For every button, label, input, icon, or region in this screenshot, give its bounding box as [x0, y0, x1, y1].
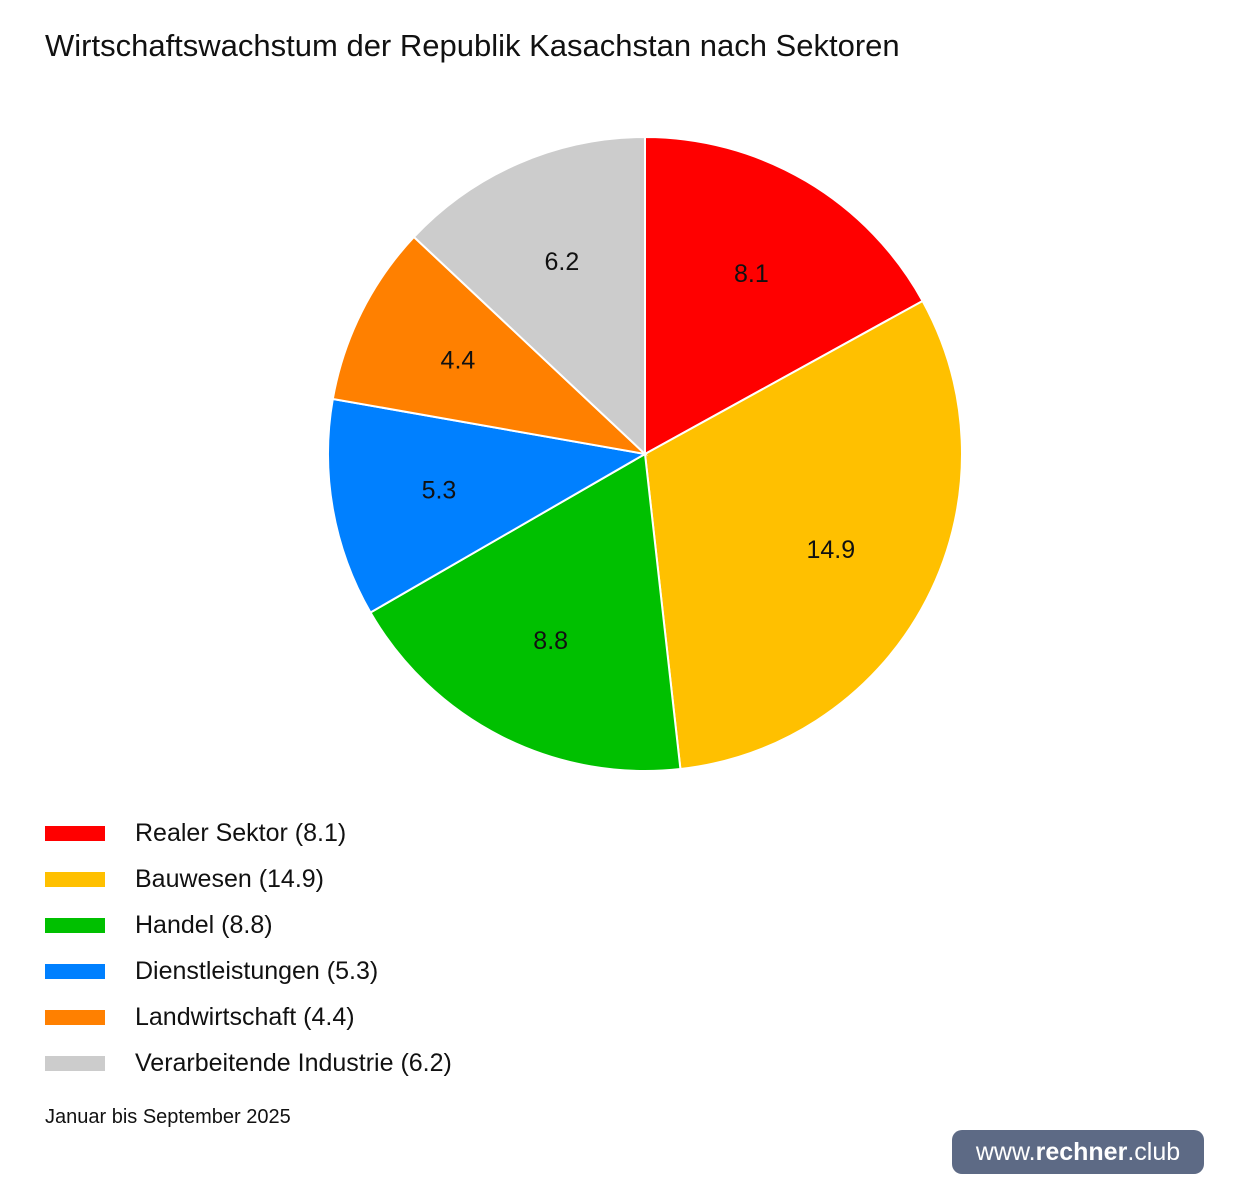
legend-item: Bauwesen (14.9): [45, 856, 452, 902]
brand-prefix: www.: [975, 1137, 1036, 1166]
data-label-5: 4.4: [441, 346, 476, 374]
pie-chart: 8.1 14.9 8.8 5.3 4.4 6.2: [327, 135, 963, 772]
legend-swatch: [45, 917, 105, 933]
legend-item: Dienstleistungen (5.3): [45, 948, 452, 994]
pie-slice-3: [369, 452, 682, 772]
period-note: Januar bis September 2025: [45, 1106, 291, 1128]
brand-watermark: www. rechner .club: [952, 1130, 1204, 1174]
data-label-2: 14.9: [806, 536, 855, 564]
pie-slice-4: [327, 397, 648, 614]
legend-item: Landwirtschaft (4.4): [45, 994, 452, 1040]
pie-slice-1: [644, 135, 924, 456]
pie-slice-5: [331, 235, 649, 456]
data-label-6: 6.2: [545, 248, 580, 276]
legend-label: Handel (8.8): [135, 910, 273, 939]
legend-item: Realer Sektor (8.1): [45, 810, 452, 856]
legend-item: Handel (8.8): [45, 902, 452, 948]
legend-swatch: [45, 1009, 105, 1025]
legend-label: Dienstleistungen (5.3): [135, 956, 379, 985]
brand-suffix: .club: [1127, 1137, 1181, 1166]
chart-title: Wirtschaftswachstum der Republik Kasachs…: [45, 28, 900, 63]
brand-bold: rechner: [1035, 1137, 1128, 1166]
legend-label: Verarbeitende Industrie (6.2): [135, 1048, 452, 1077]
legend-swatch: [45, 825, 105, 841]
data-label-3: 8.8: [533, 627, 568, 655]
legend-swatch: [45, 1055, 105, 1071]
legend-item: Verarbeitende Industrie (6.2): [45, 1040, 452, 1086]
chart-legend: Realer Sektor (8.1) Bauwesen (14.9) Handel…: [45, 810, 452, 1086]
pie-data-labels: 8.1 14.9 8.8 5.3 4.4 6.2: [422, 248, 856, 655]
data-label-4: 5.3: [422, 476, 457, 504]
legend-swatch: [45, 963, 105, 979]
pie-slice-6: [412, 135, 646, 457]
legend-label: Realer Sektor (8.1): [135, 818, 347, 847]
data-label-1: 8.1: [734, 260, 769, 288]
legend-swatch: [45, 871, 105, 887]
legend-label: Bauwesen (14.9): [135, 864, 325, 893]
pie-slice-2: [643, 299, 963, 771]
legend-label: Landwirtschaft (4.4): [135, 1002, 355, 1031]
pie-slices: [327, 135, 963, 772]
